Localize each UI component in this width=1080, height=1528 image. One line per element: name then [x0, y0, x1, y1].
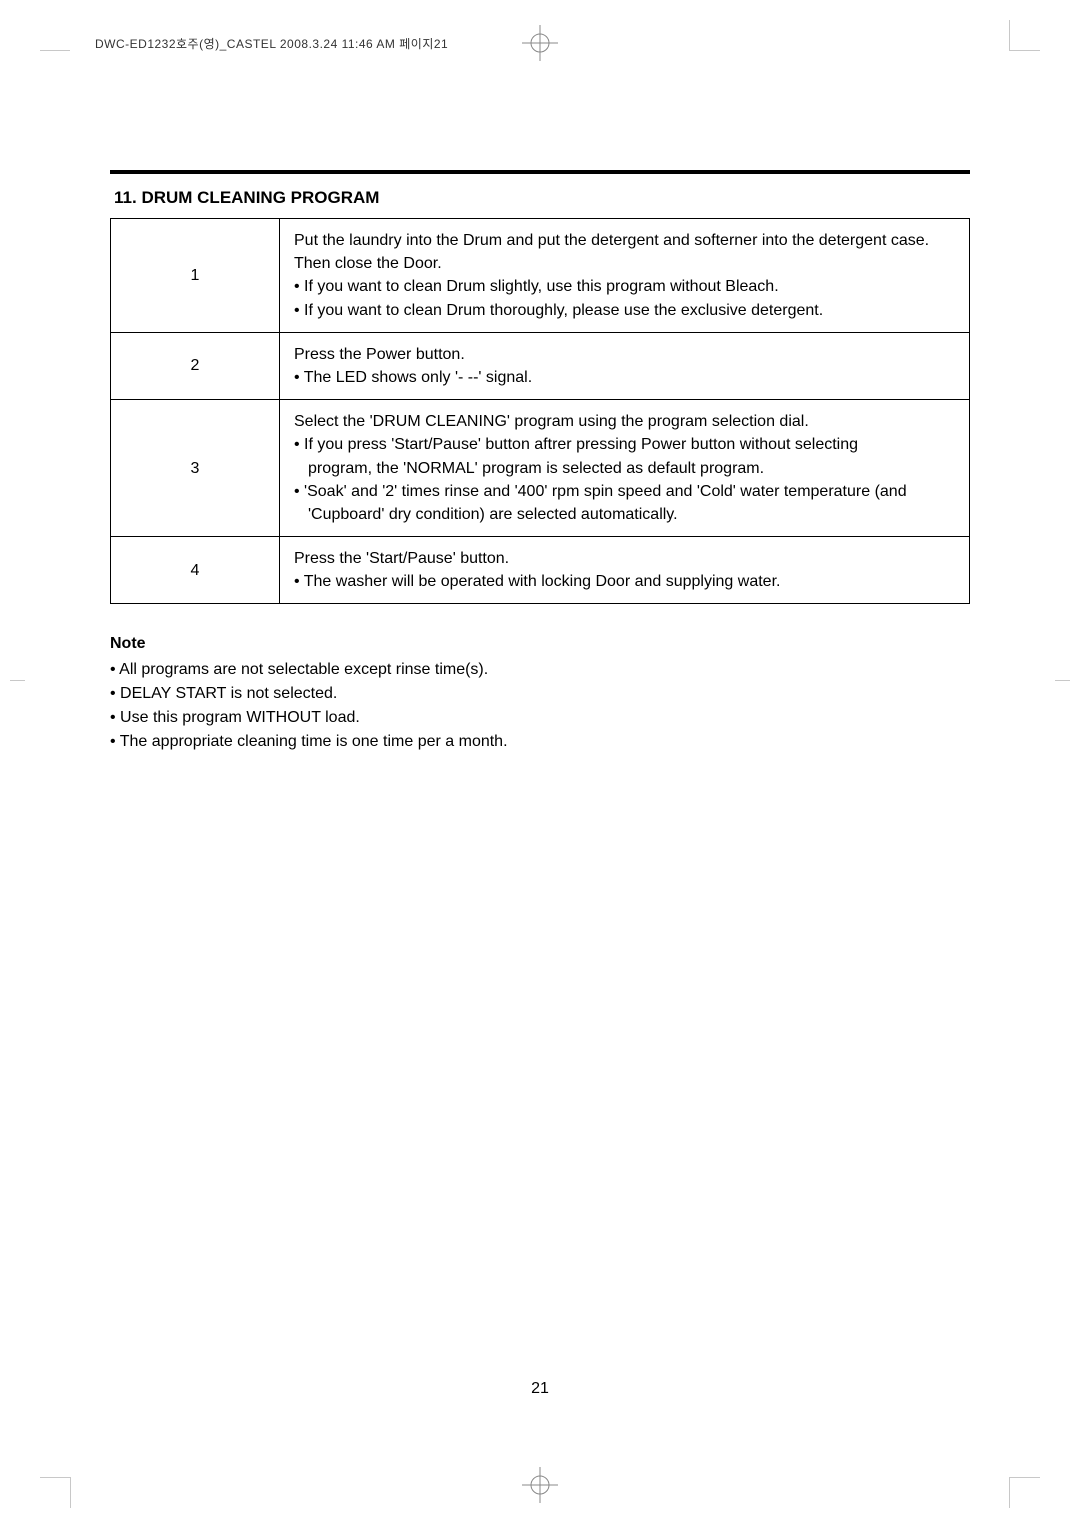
section-number: 11. [114, 188, 137, 207]
crop-mark [10, 680, 25, 683]
step-text: Put the laundry into the Drum and put th… [280, 219, 970, 333]
note-line: • All programs are not selectable except… [110, 658, 970, 682]
section-rule [110, 170, 970, 174]
step-line: • If you press 'Start/Pause' button aftr… [294, 433, 955, 456]
step-number: 4 [111, 537, 280, 604]
registration-mark-icon [522, 1467, 558, 1503]
table-row: 4Press the 'Start/Pause' button.• The wa… [111, 537, 970, 604]
step-line: • The LED shows only '- --' signal. [294, 366, 955, 389]
step-text: Press the Power button.• The LED shows o… [280, 332, 970, 399]
print-header: DWC-ED1232호주(영)_CASTEL 2008.3.24 11:46 A… [95, 35, 448, 52]
note-line: • DELAY START is not selected. [110, 682, 970, 706]
note-block: Note • All programs are not selectable e… [110, 632, 970, 754]
table-row: 3 Select the 'DRUM CLEANING' program usin… [111, 400, 970, 537]
step-line: 'Cupboard' dry condition) are selected a… [294, 503, 955, 526]
step-line: program, the 'NORMAL' program is selecte… [294, 457, 955, 480]
step-number: 2 [111, 332, 280, 399]
step-text: Press the 'Start/Pause' button.• The was… [280, 537, 970, 604]
step-line: Press the Power button. [294, 343, 955, 366]
step-line: Then close the Door. [294, 252, 955, 275]
step-number: 1 [111, 219, 280, 333]
note-line: • The appropriate cleaning time is one t… [110, 730, 970, 754]
note-line: • Use this program WITHOUT load. [110, 706, 970, 730]
crop-mark [1009, 1477, 1040, 1508]
step-number: 3 [111, 400, 280, 537]
step-line: • If you want to clean Drum thoroughly, … [294, 299, 955, 322]
registration-mark-icon [522, 25, 558, 61]
crop-mark [40, 1477, 71, 1508]
step-line: • 'Soak' and '2' times rinse and '400' r… [294, 480, 955, 503]
section-title: 11. DRUM CLEANING PROGRAM [114, 188, 970, 208]
note-title: Note [110, 632, 970, 656]
crop-mark [1055, 680, 1070, 683]
table-row: 1 Put the laundry into the Drum and put t… [111, 219, 970, 333]
crop-mark [40, 20, 70, 51]
section-title-text: DRUM CLEANING PROGRAM [141, 188, 379, 207]
step-text: Select the 'DRUM CLEANING' program using… [280, 400, 970, 537]
steps-table: 1 Put the laundry into the Drum and put t… [110, 218, 970, 604]
step-line: • The washer will be operated with locki… [294, 570, 955, 593]
step-line: Put the laundry into the Drum and put th… [294, 229, 955, 252]
table-row: 2Press the Power button.• The LED shows … [111, 332, 970, 399]
step-line: Press the 'Start/Pause' button. [294, 547, 955, 570]
crop-mark [1009, 20, 1040, 51]
step-line: • If you want to clean Drum slightly, us… [294, 275, 955, 298]
step-line: Select the 'DRUM CLEANING' program using… [294, 410, 955, 433]
page-number: 21 [0, 1380, 1080, 1398]
